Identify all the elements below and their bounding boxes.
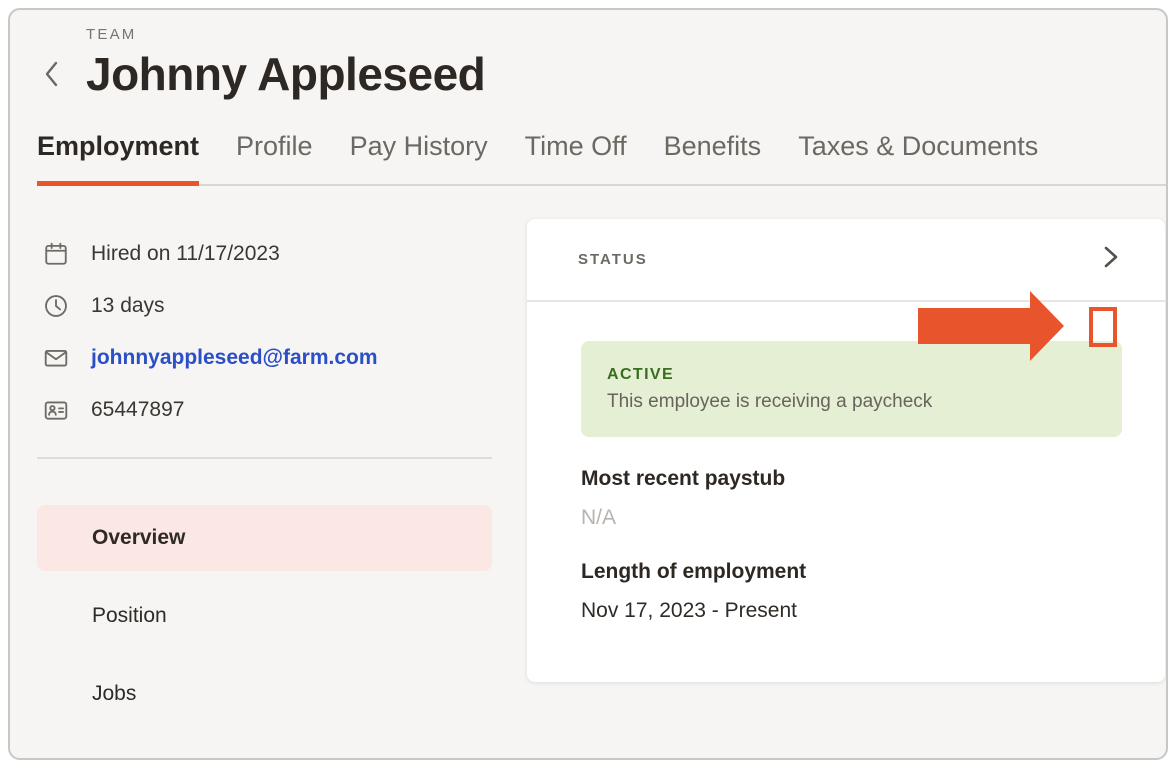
status-card-body: ACTIVE This employee is receiving a payc… — [527, 302, 1165, 623]
summary-row: johnnyappleseed@farm.com — [37, 332, 501, 384]
status-card-title: STATUS — [578, 251, 648, 268]
id-card-icon — [43, 397, 69, 423]
tab-benefits[interactable]: Benefits — [663, 131, 762, 161]
nav-item-jobs[interactable]: Jobs — [92, 682, 137, 705]
summary-row: 13 days — [37, 280, 501, 332]
calendar-icon — [43, 241, 69, 267]
hired-date: Hired on 11/17/2023 — [91, 242, 280, 265]
page-eyebrow: TEAM — [86, 26, 137, 43]
paystub-value: N/A — [581, 506, 617, 529]
status-badge: ACTIVE This employee is receiving a payc… — [581, 341, 1122, 437]
employee-summary: Hired on 11/17/2023 13 days johnnyapples… — [37, 186, 501, 739]
sidebar-divider — [37, 457, 492, 459]
employment-length-label: Length of employment — [581, 560, 807, 583]
status-card: STATUS ACTIVE This employee is receiving… — [527, 219, 1165, 682]
tab-time-off[interactable]: Time Off — [524, 131, 627, 161]
employee-id: 65447897 — [91, 398, 185, 421]
tab-bar: Employment Profile Pay History Time Off … — [37, 131, 1166, 186]
chevron-right-icon — [1102, 244, 1120, 275]
status-badge-label: ACTIVE — [607, 366, 675, 383]
chevron-left-icon — [40, 59, 64, 94]
paystub-label: Most recent paystub — [581, 467, 786, 490]
tab-pay-history[interactable]: Pay History — [349, 131, 488, 161]
nav-item-overview[interactable]: Overview — [37, 505, 492, 571]
app-window: TEAM Johnny Appleseed Employment Profile… — [8, 8, 1168, 760]
tenure: 13 days — [91, 294, 165, 317]
tab-employment[interactable]: Employment — [37, 131, 200, 186]
status-badge-description: This employee is receiving a paycheck — [607, 391, 933, 412]
back-button[interactable] — [38, 61, 66, 90]
sidebar-nav: Overview Position Jobs — [37, 505, 492, 727]
envelope-icon — [43, 345, 69, 371]
nav-item-position[interactable]: Position — [92, 604, 167, 627]
page-header: TEAM Johnny Appleseed — [10, 10, 1166, 101]
employment-length-value: Nov 17, 2023 - Present — [581, 599, 797, 622]
summary-row: 65447897 — [37, 384, 501, 436]
tab-profile[interactable]: Profile — [236, 131, 313, 161]
status-expand-button[interactable] — [1099, 245, 1123, 275]
email-link[interactable]: johnnyappleseed@farm.com — [91, 346, 378, 369]
clock-icon — [43, 293, 69, 319]
status-card-header: STATUS — [527, 219, 1165, 302]
page-content: Hired on 11/17/2023 13 days johnnyapples… — [10, 186, 1166, 739]
tab-taxes-documents[interactable]: Taxes & Documents — [798, 131, 1039, 161]
summary-row: Hired on 11/17/2023 — [37, 228, 501, 280]
page-title: Johnny Appleseed — [86, 48, 486, 100]
